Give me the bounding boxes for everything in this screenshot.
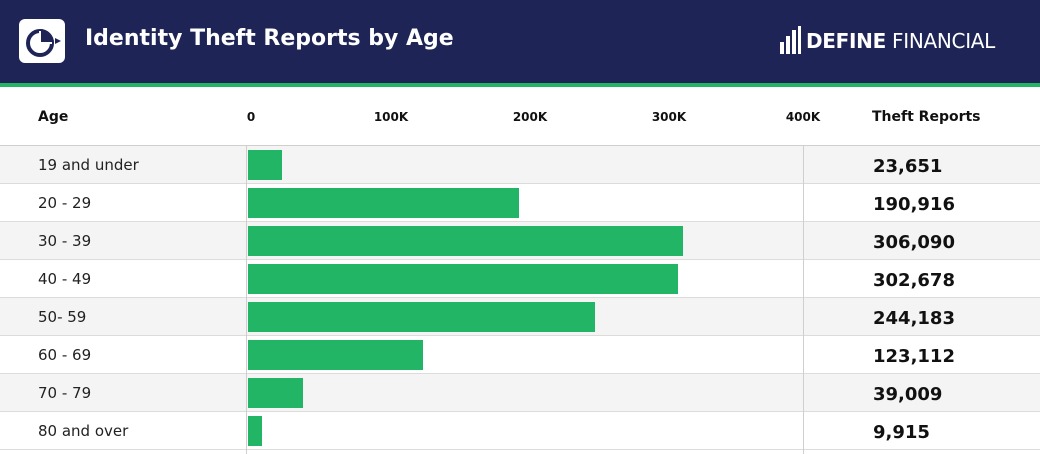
table-row: 30 - 39 306,090 bbox=[0, 222, 1040, 260]
table-row: 20 - 29 190,916 bbox=[0, 184, 1040, 222]
data-label: 190,916 bbox=[873, 194, 955, 215]
table-row: 19 and under 23,651 bbox=[0, 146, 1040, 184]
logo-badge bbox=[19, 19, 65, 63]
brand-name-bold: DEFINE bbox=[806, 29, 886, 53]
data-label: 23,651 bbox=[873, 156, 943, 177]
bar-chart-icon bbox=[780, 26, 801, 54]
page-title: Identity Theft Reports by Age bbox=[85, 26, 454, 51]
table-row: 50- 59 244,183 bbox=[0, 298, 1040, 336]
brand-logo: DEFINE FINANCIAL bbox=[780, 22, 1020, 62]
bar bbox=[248, 416, 262, 446]
age-column-header: Age bbox=[38, 109, 69, 125]
column-divider bbox=[803, 146, 804, 454]
table-row: 70 - 79 39,009 bbox=[0, 374, 1040, 412]
reports-column-header: Theft Reports bbox=[872, 109, 981, 125]
data-label: 123,112 bbox=[873, 346, 955, 367]
table-row: 80 and over 9,915 bbox=[0, 412, 1040, 450]
header-accent-stripe bbox=[0, 83, 1040, 87]
category-label: 50- 59 bbox=[38, 308, 87, 326]
data-label: 244,183 bbox=[873, 308, 955, 329]
category-label: 80 and over bbox=[38, 422, 129, 440]
brand-name-light: FINANCIAL bbox=[892, 29, 996, 53]
data-label: 302,678 bbox=[873, 270, 955, 291]
x-tick-label: 300K bbox=[651, 110, 687, 124]
category-label: 40 - 49 bbox=[38, 270, 92, 288]
row-divider bbox=[0, 297, 1040, 298]
x-tick-label: 400K bbox=[785, 110, 821, 124]
bar bbox=[248, 378, 303, 408]
table-row: 40 - 49 302,678 bbox=[0, 260, 1040, 298]
category-label: 60 - 69 bbox=[38, 346, 92, 364]
axis-baseline bbox=[246, 146, 247, 454]
category-label: 20 - 29 bbox=[38, 194, 92, 212]
bar bbox=[248, 302, 595, 332]
data-label: 9,915 bbox=[873, 422, 930, 443]
row-divider bbox=[0, 183, 1040, 184]
row-divider bbox=[0, 335, 1040, 336]
x-tick-label: 100K bbox=[373, 110, 409, 124]
x-tick-label: 0 bbox=[246, 110, 256, 124]
row-divider bbox=[0, 373, 1040, 374]
category-label: 30 - 39 bbox=[38, 232, 92, 250]
pie-chart-icon bbox=[26, 29, 61, 57]
header-bar: Identity Theft Reports by Age DEFINE FIN… bbox=[0, 0, 1040, 83]
row-divider bbox=[0, 449, 1040, 450]
table-row: 60 - 69 123,112 bbox=[0, 336, 1040, 374]
bar bbox=[248, 150, 282, 180]
row-divider bbox=[0, 259, 1040, 260]
x-tick-label: 200K bbox=[512, 110, 548, 124]
bar bbox=[248, 226, 683, 256]
header-divider bbox=[0, 145, 1040, 146]
category-label: 19 and under bbox=[38, 156, 139, 174]
bar bbox=[248, 340, 423, 370]
bar bbox=[248, 264, 678, 294]
data-label: 306,090 bbox=[873, 232, 955, 253]
brand-name: DEFINE FINANCIAL bbox=[806, 29, 995, 53]
bar bbox=[248, 188, 519, 218]
row-divider bbox=[0, 411, 1040, 412]
category-label: 70 - 79 bbox=[38, 384, 92, 402]
row-divider bbox=[0, 221, 1040, 222]
data-label: 39,009 bbox=[873, 384, 943, 405]
